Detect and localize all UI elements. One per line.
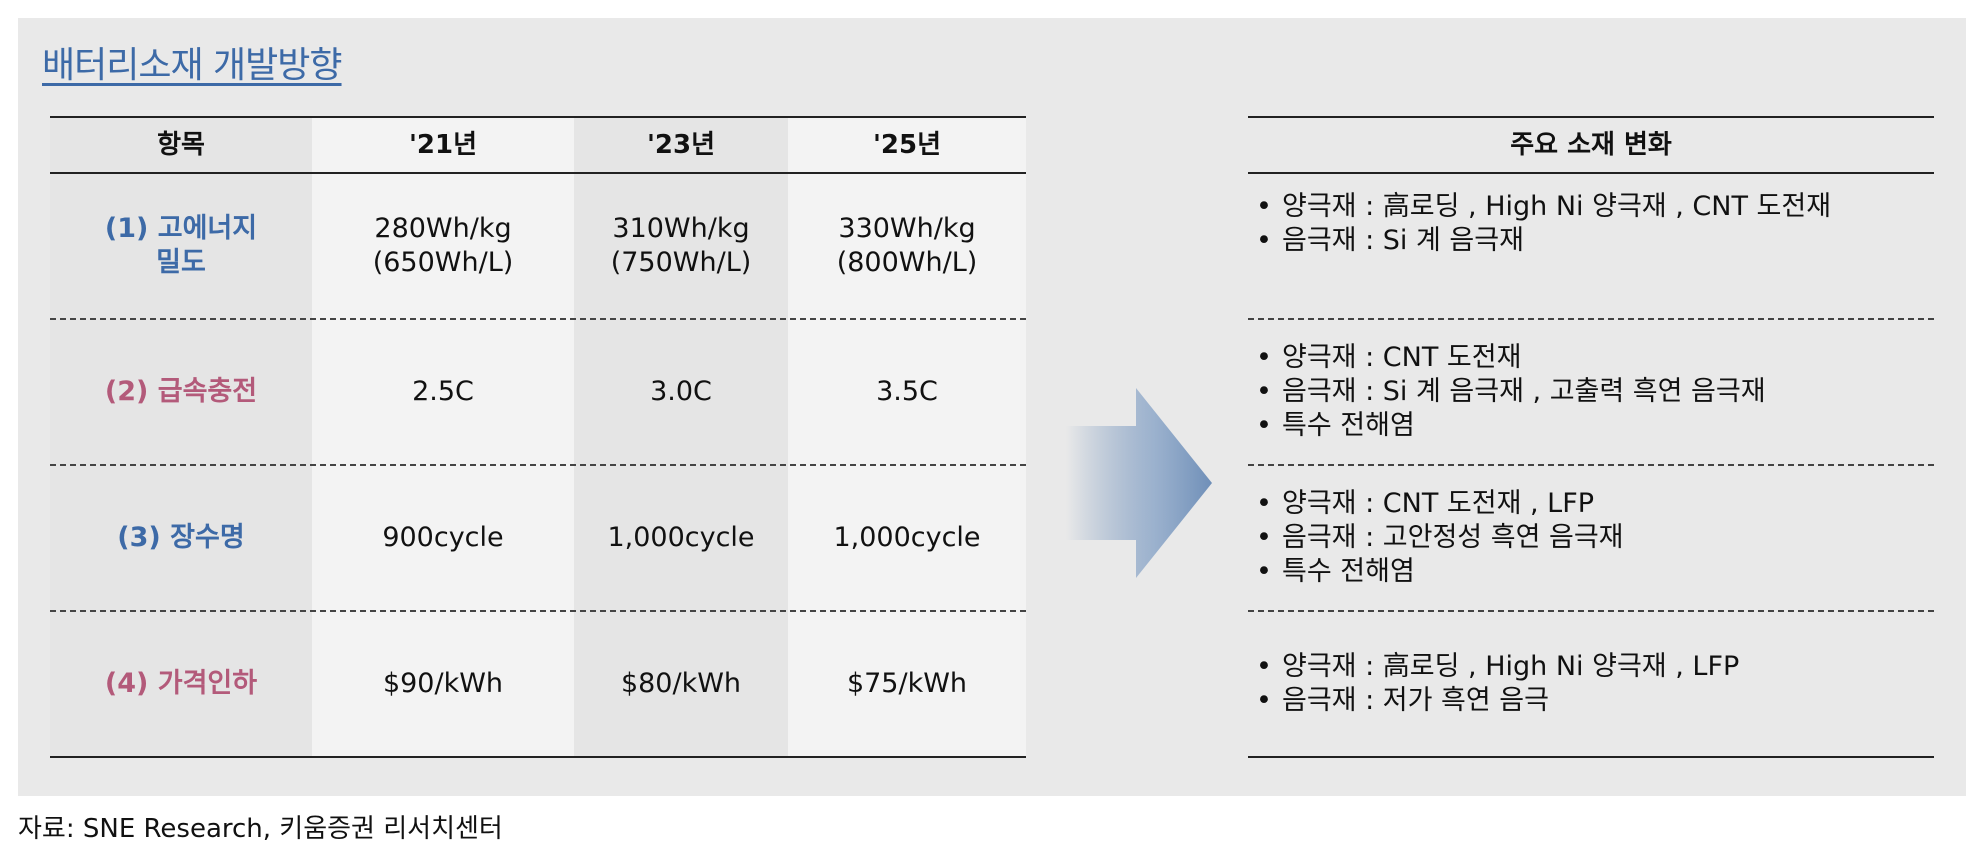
table-top-rule bbox=[1248, 116, 1934, 118]
item-high-energy-density: (1) 고에너지 밀도 bbox=[104, 213, 258, 278]
table-cell: 900cycle bbox=[382, 522, 504, 553]
header-2021: '21년 bbox=[408, 130, 478, 160]
table-cell: 3.5C bbox=[876, 376, 938, 407]
item-long-life: (3) 장수명 bbox=[117, 522, 245, 553]
list-item: 음극재 : Si 계 음극재 bbox=[1256, 224, 1934, 258]
materials-row: 양극재 : 高로딩 , High Ni 양극재 , LFP 음극재 : 저가 흑… bbox=[1248, 612, 1934, 756]
materials-header: 주요 소재 변화 bbox=[1510, 130, 1672, 160]
table-bottom-rule bbox=[50, 756, 1026, 758]
table-cell: 310Wh/kg (750Wh/L) bbox=[610, 213, 752, 278]
header-rule bbox=[50, 172, 1026, 174]
item-fast-charging: (2) 급속충전 bbox=[104, 376, 258, 407]
right-arrow-icon bbox=[1066, 388, 1212, 578]
table-cell: 1,000cycle bbox=[833, 522, 981, 553]
header-2023: '23년 bbox=[646, 130, 716, 160]
table-bottom-rule bbox=[1248, 756, 1934, 758]
page-title: 배터리소재 개발방향 bbox=[42, 45, 343, 86]
materials-row: 양극재 : CNT 도전재 , LFP 음극재 : 고안정성 흑연 음극재 특수… bbox=[1248, 466, 1934, 610]
list-item: 양극재 : CNT 도전재 bbox=[1256, 341, 1934, 375]
table-cell: 3.0C bbox=[650, 376, 712, 407]
table-cell: $90/kWh bbox=[382, 668, 504, 699]
materials-row: 양극재 : CNT 도전재 음극재 : Si 계 음극재 , 고출력 흑연 음극… bbox=[1248, 320, 1934, 464]
table-cell: 1,000cycle bbox=[607, 522, 755, 553]
row-divider bbox=[50, 610, 1026, 612]
list-item: 특수 전해염 bbox=[1256, 555, 1934, 589]
row-divider bbox=[50, 318, 1026, 320]
list-item: 양극재 : CNT 도전재 , LFP bbox=[1256, 487, 1934, 521]
row-divider bbox=[1248, 610, 1934, 612]
header-item: 항목 bbox=[157, 130, 205, 160]
materials-table: 주요 소재 변화 양극재 : 高로딩 , High Ni 양극재 , CNT 도… bbox=[1248, 116, 1934, 758]
list-item: 음극재 : 저가 흑연 음극 bbox=[1256, 684, 1934, 718]
table-cell: 2.5C bbox=[412, 376, 474, 407]
materials-row: 양극재 : 高로딩 , High Ni 양극재 , CNT 도전재 음극재 : … bbox=[1248, 174, 1934, 274]
list-item: 특수 전해염 bbox=[1256, 409, 1934, 443]
row-divider bbox=[1248, 318, 1934, 320]
source-note: 자료: SNE Research, 키움증권 리서치센터 bbox=[18, 814, 503, 844]
header-2025: '25년 bbox=[872, 130, 942, 160]
list-item: 음극재 : 고안정성 흑연 음극재 bbox=[1256, 521, 1934, 555]
table-top-rule bbox=[50, 116, 1026, 118]
development-table: 항목 '21년 '23년 '25년 (1) 고에너지 밀도 280Wh/kg (… bbox=[50, 116, 1026, 758]
table-cell: 330Wh/kg (800Wh/L) bbox=[836, 213, 978, 278]
table-cell: 280Wh/kg (650Wh/L) bbox=[372, 213, 514, 278]
row-divider bbox=[1248, 464, 1934, 466]
item-cost-reduction: (4) 가격인하 bbox=[104, 668, 258, 699]
list-item: 음극재 : Si 계 음극재 , 고출력 흑연 음극재 bbox=[1256, 375, 1934, 409]
header-rule bbox=[1248, 172, 1934, 174]
table-cell: $80/kWh bbox=[620, 668, 742, 699]
list-item: 양극재 : 高로딩 , High Ni 양극재 , LFP bbox=[1256, 650, 1934, 684]
list-item: 양극재 : 高로딩 , High Ni 양극재 , CNT 도전재 bbox=[1256, 190, 1934, 224]
table-cell: $75/kWh bbox=[846, 668, 968, 699]
row-divider bbox=[50, 464, 1026, 466]
